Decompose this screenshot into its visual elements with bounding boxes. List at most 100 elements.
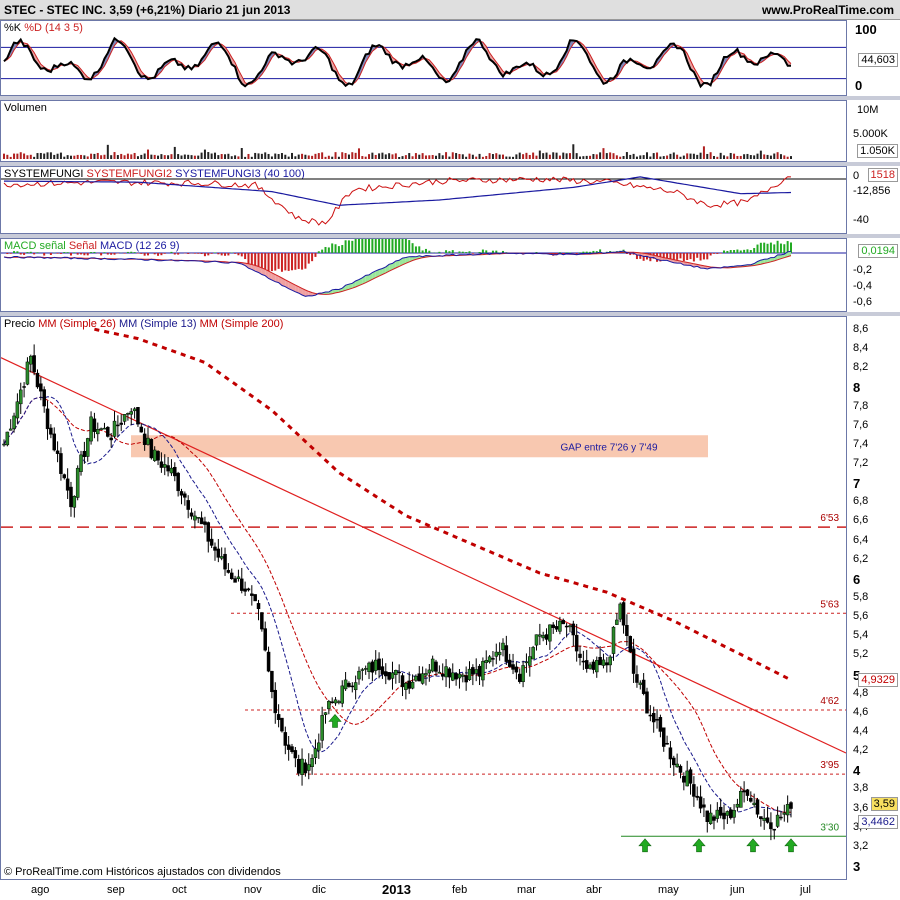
panel-separator[interactable] (0, 96, 900, 100)
mm13-label: MM (Simple 13) (118, 318, 197, 330)
volume-bar (790, 156, 792, 159)
candle-body (424, 673, 428, 676)
volume-bar (669, 153, 672, 159)
macd-histogram-bar (763, 242, 766, 253)
site-link[interactable]: www.ProRealTime.com (761, 3, 894, 17)
macd-histogram-bar (334, 244, 337, 253)
candle-body (772, 828, 777, 831)
macd-histogram-bar (73, 252, 76, 253)
candle-body (193, 515, 197, 521)
macd-histogram-bar (592, 250, 595, 253)
volume-bar (167, 155, 170, 159)
volume-bar (321, 152, 324, 159)
volume-bar (562, 152, 565, 159)
macd-histogram-bar (160, 253, 163, 256)
macd-histogram-bar (723, 250, 726, 253)
volume-bar (394, 153, 397, 159)
candle-body (65, 478, 70, 491)
panel-separator[interactable] (0, 234, 900, 238)
macd-histogram-bar (341, 245, 344, 253)
candle-body (494, 651, 499, 657)
volume-bar (287, 156, 290, 159)
volume-bar (428, 155, 431, 159)
macd-histogram-bar (404, 239, 407, 253)
volume-bar (294, 156, 297, 159)
macd-histogram-bar (568, 252, 571, 253)
candle-body (179, 491, 184, 496)
volume-bar (76, 154, 79, 159)
volume-bar (247, 153, 250, 159)
candle-body (132, 408, 137, 412)
candle-body (732, 810, 736, 818)
candle-body (280, 717, 284, 732)
candle-body (444, 666, 448, 678)
macd-histogram-bar (354, 239, 357, 253)
macd-histogram-bar (274, 253, 277, 271)
volume-bar (753, 155, 756, 159)
candle-body (8, 428, 13, 431)
price-tick-label: 6,2 (853, 552, 869, 565)
macd-tick-04: -0,4 (853, 280, 872, 292)
volume-bar (485, 155, 488, 159)
candle-body (203, 521, 207, 525)
volume-bar (565, 153, 568, 159)
candle-body (79, 454, 83, 472)
systemfungi-panel: SYSTEMFUNGI SYSTEMFUNGI2 SYSTEMFUNGI3 (4… (0, 166, 847, 234)
price-tick-label: 6 (853, 571, 861, 587)
panel-separator[interactable] (0, 312, 900, 316)
candle-body (688, 769, 693, 784)
volume-bar (592, 154, 595, 159)
candle-body (176, 472, 180, 492)
macd-histogram-bar (19, 253, 22, 255)
macd-histogram-bar (421, 250, 424, 253)
macd-histogram-bar (485, 250, 488, 253)
candle-body (209, 538, 214, 546)
candle-body (722, 812, 726, 820)
candle-body (769, 822, 773, 830)
macd-histogram-bar (391, 239, 394, 253)
price-tick-label: 3 (853, 859, 861, 874)
volume-bar (461, 154, 464, 159)
candle-body (162, 464, 167, 468)
candle-body (206, 522, 211, 542)
x-tick-label: nov (244, 884, 262, 896)
macd-histogram-bar (197, 253, 200, 254)
volume-bar (512, 156, 515, 159)
volume-bar (133, 152, 136, 159)
volume-bar (522, 154, 525, 159)
panel-separator[interactable] (0, 162, 900, 166)
macd-histogram-bar (213, 252, 216, 253)
candle-body (574, 634, 579, 652)
price-tick-label: 4,4 (853, 725, 869, 737)
volume-bar (280, 153, 283, 159)
volume-bar (183, 154, 186, 159)
candle-body (353, 682, 358, 691)
macd-histogram-bar (495, 250, 498, 253)
candle-body (149, 438, 154, 459)
macd-histogram-bar (364, 239, 367, 253)
candle-body (451, 672, 455, 681)
macd-fill (348, 283, 353, 290)
candle-body (675, 763, 679, 768)
volume-bar (652, 153, 655, 159)
macd-fill (640, 252, 644, 257)
volume-bar (160, 154, 163, 159)
macd-histogram-bar (66, 252, 69, 253)
macd-histogram-bar (501, 250, 504, 253)
macd-histogram-bar (83, 253, 86, 256)
candle-body (213, 546, 217, 551)
volume-bar (334, 152, 337, 159)
level-label: 4'62 (820, 696, 839, 707)
macd-histogram-bar (247, 253, 250, 265)
macd-histogram-bar (153, 253, 156, 255)
macd-histogram-bar (632, 253, 635, 255)
candle-body (136, 407, 140, 425)
macd-histogram-bar (699, 253, 702, 261)
x-tick-label: jul (800, 884, 812, 896)
volume-bar (441, 155, 444, 159)
macd-fill (295, 285, 299, 294)
macd-histogram-bar (769, 242, 772, 253)
candle-body (749, 797, 753, 802)
volume-title: Volumen (4, 102, 47, 114)
volume-bar (96, 152, 99, 159)
